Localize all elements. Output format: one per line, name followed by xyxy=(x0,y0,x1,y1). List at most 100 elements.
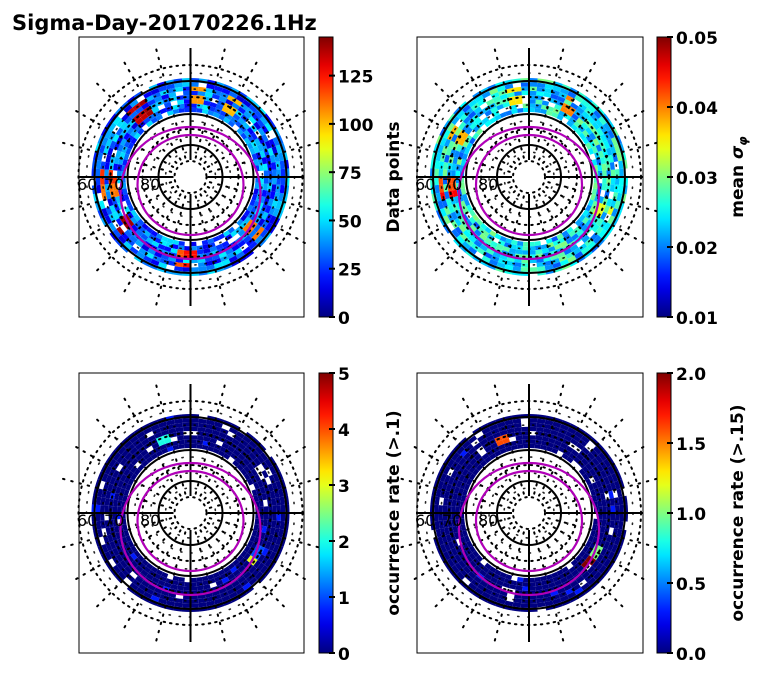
heat-cell xyxy=(492,95,501,103)
heat-cell xyxy=(605,498,611,507)
heat-cell xyxy=(574,251,584,260)
heat-cell xyxy=(240,214,248,222)
heat-cell xyxy=(616,152,623,162)
heat-cell xyxy=(460,518,465,526)
heat-cell xyxy=(534,241,542,246)
heat-cell xyxy=(100,184,106,193)
heat-cell xyxy=(183,586,191,591)
dotted-mlt-spoke xyxy=(542,526,624,608)
heat-cell xyxy=(446,122,455,132)
heat-cell xyxy=(135,575,144,584)
heat-cell xyxy=(230,566,238,574)
heat-cell xyxy=(499,254,508,261)
heat-cell xyxy=(151,442,160,450)
heat-cell xyxy=(604,155,610,164)
heat-cell xyxy=(145,456,154,464)
heat-cell xyxy=(456,110,466,119)
heat-cell xyxy=(568,116,577,124)
heat-cell xyxy=(598,452,607,462)
heat-cell xyxy=(540,575,547,582)
heat-cell xyxy=(479,233,487,241)
heat-cell xyxy=(514,91,522,97)
heat-cell xyxy=(515,99,523,105)
heat-cell xyxy=(598,486,605,494)
heat-cell xyxy=(536,427,544,433)
heat-cell xyxy=(541,579,549,586)
heat-cell xyxy=(556,233,564,240)
auroral-oval-inner xyxy=(474,469,584,573)
heat-cell xyxy=(133,214,141,222)
heat-cell xyxy=(212,235,220,243)
heat-cell xyxy=(469,209,476,217)
heat-cell xyxy=(101,472,109,483)
heat-cell xyxy=(508,583,517,590)
heat-cell xyxy=(143,591,153,599)
heat-cell xyxy=(509,243,517,250)
heat-cell xyxy=(130,209,138,217)
heat-cell xyxy=(581,110,590,120)
heat-cell xyxy=(184,245,191,251)
dotted-mlt-spoke xyxy=(208,141,320,173)
heat-cell xyxy=(243,137,251,145)
colorbar-tick-label: 125 xyxy=(338,68,374,88)
heat-cell xyxy=(271,482,278,491)
latitude-label: 80 xyxy=(140,511,160,530)
heat-cell xyxy=(574,430,584,439)
heat-cell xyxy=(578,468,586,476)
heat-cell xyxy=(601,163,607,171)
heat-cell xyxy=(618,184,624,194)
heat-cell xyxy=(248,565,257,574)
heat-cell xyxy=(587,483,595,491)
heat-cell xyxy=(206,419,216,426)
heat-cell xyxy=(488,259,499,267)
heat-cell xyxy=(619,504,624,513)
heat-cell xyxy=(565,445,574,453)
latitude-label: 80 xyxy=(478,175,498,194)
heat-cell xyxy=(239,438,249,447)
heat-cell xyxy=(135,228,144,237)
heat-cell xyxy=(261,469,269,479)
heat-cell xyxy=(167,87,176,94)
heat-cell xyxy=(442,513,448,521)
heat-cell xyxy=(138,98,148,107)
heat-cell xyxy=(205,260,214,267)
heat-cell xyxy=(614,169,620,177)
heat-cell xyxy=(578,438,588,447)
dotted-mlt-spoke xyxy=(493,195,525,306)
heat-cell xyxy=(242,122,251,130)
heat-cell xyxy=(451,499,457,507)
heat-cell xyxy=(458,138,466,146)
heat-cell xyxy=(580,99,590,108)
heat-cell xyxy=(248,440,258,450)
heat-cell xyxy=(454,463,462,472)
heat-cell xyxy=(215,579,224,587)
heat-cell xyxy=(604,190,610,199)
heat-cell xyxy=(451,183,457,191)
heat-cell xyxy=(616,488,623,498)
heat-cell xyxy=(589,132,597,141)
heat-cell xyxy=(257,127,266,136)
heat-cell xyxy=(168,92,177,98)
heat-cell xyxy=(460,524,467,531)
heat-cell xyxy=(445,483,452,492)
heat-cell xyxy=(497,443,506,451)
heat-cell xyxy=(509,104,517,111)
heat-cell xyxy=(147,434,156,442)
dotted-mlt-spoke xyxy=(545,110,645,168)
heat-cell xyxy=(566,226,574,234)
heat-cell xyxy=(101,543,109,554)
heat-cell xyxy=(190,241,197,247)
heat-cell xyxy=(127,204,135,212)
heat-cell xyxy=(123,489,130,497)
heat-cell xyxy=(198,597,207,604)
heat-cell xyxy=(434,513,439,522)
heat-cell xyxy=(610,146,617,155)
heat-cell xyxy=(176,99,185,105)
heat-cell xyxy=(118,157,124,165)
heat-cell xyxy=(237,117,246,126)
heat-cell xyxy=(170,247,178,254)
heat-cell xyxy=(557,95,566,103)
heat-cell xyxy=(123,193,130,201)
colorbar-label: occurrence rate (>.1) xyxy=(384,410,404,615)
heat-cell xyxy=(438,513,444,521)
